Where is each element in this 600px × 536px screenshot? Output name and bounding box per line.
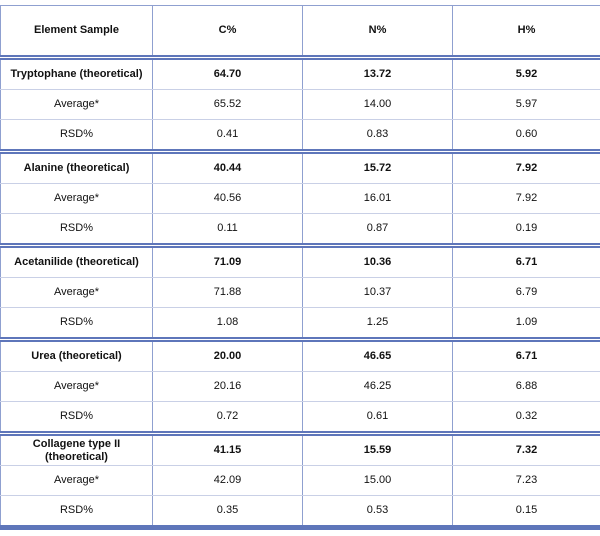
table-row: Tryptophane (theoretical) 64.70 13.72 5.92 (0, 55, 600, 90)
value-cell: 1.09 (452, 307, 600, 340)
value-cell: 1.08 (152, 307, 303, 340)
value-cell: 6.79 (452, 277, 600, 308)
sample-cell: Average* (0, 465, 153, 496)
sample-cell: RSD% (0, 213, 153, 246)
sample-cell: Average* (0, 89, 153, 120)
value-cell: 0.41 (152, 119, 303, 152)
value-cell: 42.09 (152, 465, 303, 496)
table-row: RSD% 0.11 0.87 0.19 (0, 213, 600, 246)
sample-cell: Average* (0, 277, 153, 308)
table-row: Alanine (theoretical) 40.44 15.72 7.92 (0, 149, 600, 184)
value-cell: 40.44 (152, 149, 303, 184)
value-cell: 71.88 (152, 277, 303, 308)
value-cell: 64.70 (152, 55, 303, 90)
value-cell: 0.19 (452, 213, 600, 246)
sample-cell: Tryptophane (theoretical) (0, 55, 153, 90)
table-row: RSD% 1.08 1.25 1.09 (0, 307, 600, 340)
table-row: RSD% 0.41 0.83 0.60 (0, 119, 600, 152)
table-row: Average* 42.09 15.00 7.23 (0, 465, 600, 496)
value-cell: 6.71 (452, 243, 600, 278)
table-row: Collagene type II (theoretical) 41.15 15.5… (0, 431, 600, 466)
value-cell: 5.97 (452, 89, 600, 120)
value-cell: 5.92 (452, 55, 600, 90)
header-row: Element Sample C% N% H% (0, 5, 600, 58)
sample-cell: RSD% (0, 401, 153, 434)
value-cell: 1.25 (302, 307, 453, 340)
value-cell: 7.32 (452, 431, 600, 466)
table-row: Urea (theoretical) 20.00 46.65 6.71 (0, 337, 600, 372)
value-cell: 10.36 (302, 243, 453, 278)
header-cell: C% (152, 5, 303, 58)
value-cell: 0.60 (452, 119, 600, 152)
value-cell: 16.01 (302, 183, 453, 214)
value-cell: 15.72 (302, 149, 453, 184)
table-row: Acetanilide (theoretical) 71.09 10.36 6.71 (0, 243, 600, 278)
value-cell: 0.87 (302, 213, 453, 246)
value-cell: 20.16 (152, 371, 303, 402)
value-cell: 0.35 (152, 495, 303, 530)
value-cell: 15.00 (302, 465, 453, 496)
table-row: Average* 71.88 10.37 6.79 (0, 277, 600, 308)
value-cell: 0.83 (302, 119, 453, 152)
value-cell: 0.32 (452, 401, 600, 434)
table-row: Average* 65.52 14.00 5.97 (0, 89, 600, 120)
sample-cell: Average* (0, 371, 153, 402)
value-cell: 13.72 (302, 55, 453, 90)
value-cell: 0.72 (152, 401, 303, 434)
value-cell: 0.61 (302, 401, 453, 434)
value-cell: 6.71 (452, 337, 600, 372)
results-table: Element Sample C% N% H% Tryptophane (theoret… (0, 5, 600, 530)
value-cell: 40.56 (152, 183, 303, 214)
table-row: Average* 20.16 46.25 6.88 (0, 371, 600, 402)
value-cell: 7.92 (452, 183, 600, 214)
table-row: Average* 40.56 16.01 7.92 (0, 183, 600, 214)
sample-cell: Alanine (theoretical) (0, 149, 153, 184)
sample-cell: Average* (0, 183, 153, 214)
value-cell: 0.15 (452, 495, 600, 530)
value-cell: 10.37 (302, 277, 453, 308)
value-cell: 14.00 (302, 89, 453, 120)
header-cell: Element Sample (0, 5, 153, 58)
value-cell: 41.15 (152, 431, 303, 466)
value-cell: 7.92 (452, 149, 600, 184)
sample-cell: RSD% (0, 307, 153, 340)
sample-cell: RSD% (0, 495, 153, 530)
value-cell: 65.52 (152, 89, 303, 120)
sample-cell: Collagene type II (theoretical) (0, 431, 153, 466)
header-cell: H% (452, 5, 600, 58)
value-cell: 20.00 (152, 337, 303, 372)
table-row: RSD% 0.35 0.53 0.15 (0, 495, 600, 530)
value-cell: 46.25 (302, 371, 453, 402)
sample-cell: Acetanilide (theoretical) (0, 243, 153, 278)
value-cell: 0.11 (152, 213, 303, 246)
value-cell: 7.23 (452, 465, 600, 496)
value-cell: 15.59 (302, 431, 453, 466)
sample-cell: Urea (theoretical) (0, 337, 153, 372)
value-cell: 71.09 (152, 243, 303, 278)
header-cell: N% (302, 5, 453, 58)
value-cell: 46.65 (302, 337, 453, 372)
table-row: RSD% 0.72 0.61 0.32 (0, 401, 600, 434)
value-cell: 0.53 (302, 495, 453, 530)
value-cell: 6.88 (452, 371, 600, 402)
sample-cell: RSD% (0, 119, 153, 152)
